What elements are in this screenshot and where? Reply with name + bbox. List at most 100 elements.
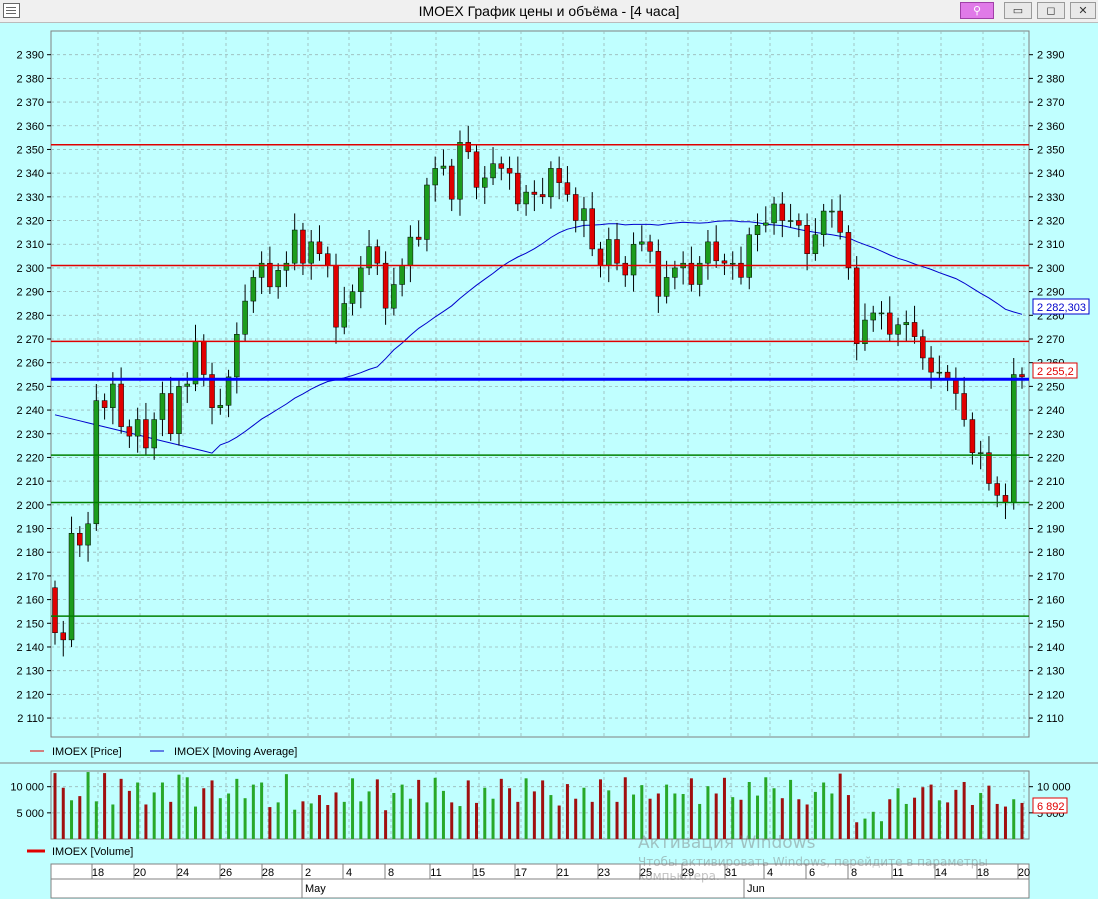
day-label: 6 (809, 867, 815, 879)
ma-legend-label: IMOEX [Moving Average] (174, 746, 297, 758)
price-volume-chart[interactable]: 2 390 2 380 2 370 2 360 2 350 2 340 2 330 2 320… (0, 22, 1098, 899)
candle-down (448, 165, 455, 200)
horizontal-levels[interactable] (51, 143, 1029, 617)
volume-bar-up (111, 804, 115, 839)
volume-bar-up (392, 792, 396, 839)
candle-up (358, 267, 364, 292)
volume-bar-up (276, 802, 280, 839)
volume-bar-up (706, 786, 710, 839)
price-tick-label-left: 2 180 (16, 547, 44, 559)
candle-down (994, 483, 1000, 496)
volume-bar-down (846, 795, 850, 839)
price-tick-label-right: 2 390 (1037, 50, 1065, 62)
volume-bar-up (904, 803, 908, 839)
close-button[interactable]: ✕ (1070, 2, 1096, 19)
candle-down (647, 241, 653, 252)
volume-bar-down (995, 803, 999, 839)
candle-up (870, 312, 876, 321)
candle-up (490, 163, 496, 179)
candle-up (672, 267, 678, 278)
volume-bar-up (293, 809, 297, 839)
moving-average-line (54, 220, 1023, 454)
app-menu-icon[interactable] (3, 3, 20, 18)
volume-bar-down (805, 804, 809, 839)
candle-up (217, 405, 224, 408)
candle-up (151, 419, 157, 449)
volume-bar-up (731, 797, 735, 839)
volume-tick-label-right: 10 000 (1037, 782, 1071, 794)
candle-down (1002, 495, 1009, 503)
candle-down (614, 239, 620, 264)
last-value-tags: 2 282,303 2 255,2 (1032, 298, 1090, 379)
volume-bar-up (342, 801, 346, 839)
candle-up (787, 220, 794, 222)
volume-bar-up (830, 793, 834, 839)
price-tick-label-right: 2 290 (1037, 287, 1065, 299)
time-axis-months: May Jun (301, 879, 765, 898)
candle-down (589, 208, 595, 250)
volume-bar-up (937, 800, 941, 839)
volume-bar-down (119, 778, 123, 839)
price-tick-label-right: 2 200 (1037, 500, 1065, 512)
day-label: 8 (851, 867, 857, 879)
day-label: 24 (177, 867, 189, 879)
time-axis[interactable] (50, 863, 1030, 899)
volume-bar-down (1003, 806, 1007, 839)
day-label: 28 (262, 867, 274, 879)
volume-bar-up (152, 792, 156, 839)
candle-down (953, 379, 959, 394)
candle-up (366, 246, 372, 269)
candle-down (473, 151, 480, 188)
candle-up (440, 165, 447, 169)
candle-down (779, 203, 786, 221)
candle-down (556, 168, 562, 183)
volume-bar-up (483, 787, 487, 839)
price-candles (52, 125, 1025, 657)
volume-bar-up (764, 777, 768, 839)
candle-down (845, 232, 852, 269)
volume-bar-up (640, 785, 644, 839)
window-title: IMOEX График цены и объёма - [4 часа] (418, 3, 680, 19)
price-tick-label-left: 2 240 (16, 405, 44, 417)
volume-bar-down (334, 792, 338, 839)
candle-up (639, 241, 645, 245)
volume-bar-up (260, 782, 264, 839)
price-tick-label-right: 2 320 (1037, 216, 1065, 228)
candle-down (969, 419, 976, 453)
watermark-title: Активация Windows (638, 833, 816, 853)
price-tick-label-right: 2 230 (1037, 429, 1065, 441)
day-label: 31 (725, 867, 737, 879)
maximize-button[interactable]: ◻ (1037, 2, 1065, 19)
price-tick-label-right: 2 240 (1037, 405, 1065, 417)
price-tick-label-left: 2 280 (16, 310, 44, 322)
volume-bar-down (962, 781, 966, 839)
price-tick-label-left: 2 390 (16, 50, 44, 62)
candle-up (134, 419, 141, 437)
volume-bar-down (78, 796, 82, 839)
candle-up (829, 210, 835, 213)
minimize-button[interactable]: ▭ (1004, 2, 1032, 19)
price-last-tag (1032, 362, 1078, 379)
candle-up (225, 376, 232, 406)
candle-up (275, 270, 281, 288)
candle-up (283, 262, 290, 271)
volume-bar-up (86, 772, 90, 839)
volume-bar-up (665, 784, 669, 839)
volume-bar-down (888, 799, 892, 839)
price-tick-label-left: 2 130 (16, 666, 44, 678)
day-label: 8 (388, 867, 394, 879)
candle-down (267, 262, 273, 288)
link-button[interactable]: ⚲ (960, 2, 994, 19)
volume-bar-down (326, 805, 330, 839)
volume-bar-down (61, 787, 65, 839)
volume-bar-down (838, 773, 842, 839)
candle-up (192, 341, 199, 385)
candle-up (291, 229, 298, 264)
candle-down (333, 265, 339, 328)
candle-up (746, 234, 753, 278)
candle-down (52, 587, 58, 634)
candle-down (382, 262, 389, 309)
candle-down (316, 241, 323, 254)
volume-bar-down (714, 793, 718, 839)
